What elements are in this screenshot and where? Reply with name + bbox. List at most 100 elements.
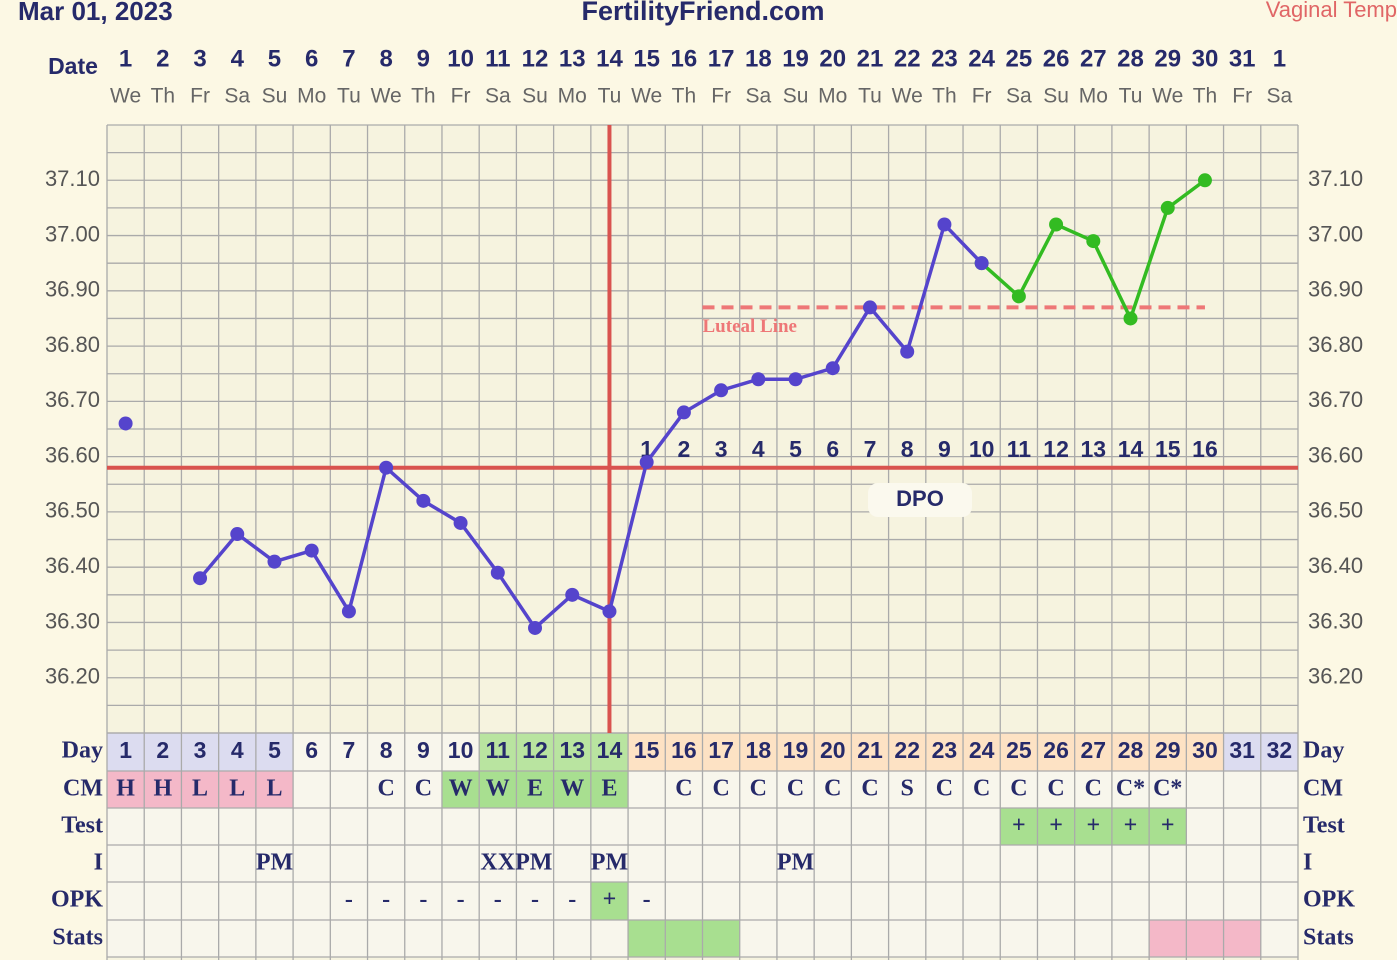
day-number: 11 (486, 737, 511, 763)
table-cell (293, 920, 331, 958)
temp-point (416, 493, 431, 508)
cell-text: C (712, 775, 729, 801)
cell-text: C (1047, 775, 1064, 801)
day-number: 20 (820, 737, 846, 763)
table-cell (404, 845, 442, 883)
temp-point (528, 620, 543, 635)
day-number: 14 (597, 737, 623, 763)
table-cell (479, 882, 517, 920)
table-cell (516, 845, 554, 883)
day-number: 4 (231, 737, 244, 763)
weekday: Fr (711, 85, 731, 108)
day-number: 8 (380, 737, 393, 763)
table-cell (1037, 771, 1075, 809)
table-cell (1149, 882, 1187, 920)
day-number: 10 (448, 737, 474, 763)
table-cell (963, 920, 1001, 958)
table-cell (1111, 771, 1150, 809)
y-tick-label-right: 36.40 (1308, 553, 1363, 578)
cell-text: H (116, 775, 135, 801)
dpo-number: 7 (864, 436, 877, 462)
day-number: 5 (268, 737, 281, 763)
table-cell (702, 733, 740, 771)
dpo-number: 12 (1043, 436, 1069, 462)
y-tick-label-right: 36.50 (1308, 498, 1363, 523)
cell-text: C* (1153, 775, 1182, 801)
temp-point (341, 604, 356, 619)
table-cell (1111, 882, 1150, 920)
table-cell (665, 882, 703, 920)
y-tick-label: 36.70 (45, 387, 100, 412)
table-cell (553, 771, 591, 809)
table-cell (776, 845, 815, 883)
cell-text: - (494, 886, 502, 912)
weekday: Su (262, 85, 288, 108)
y-tick-label: 37.10 (45, 166, 100, 191)
table-cell (851, 771, 889, 809)
cell-text: W (486, 775, 510, 801)
day-number: 9 (417, 737, 430, 763)
weekday: Th (932, 85, 957, 108)
date-number: 23 (931, 45, 958, 72)
day-number: 1 (119, 737, 132, 763)
table-cell (1260, 845, 1298, 883)
table-cell (814, 771, 852, 809)
table-cell (367, 920, 405, 958)
weekday: Su (783, 85, 809, 108)
table-cell (776, 808, 815, 846)
table-cell (1000, 771, 1038, 809)
temp-type: Vaginal Temp (1266, 0, 1397, 22)
table-cell (441, 920, 480, 958)
row-label: Day (62, 737, 103, 763)
dpo-number: 10 (969, 436, 995, 462)
table-cell (255, 882, 294, 920)
date-number: 19 (782, 45, 809, 72)
date-number: 26 (1043, 45, 1070, 72)
temp-point (453, 515, 468, 530)
table-cell (888, 845, 926, 883)
table-cell (1149, 845, 1187, 883)
date-number: 14 (596, 45, 623, 72)
table-cell (888, 920, 926, 958)
table-cell (1223, 808, 1261, 846)
row-label-right: I (1303, 849, 1312, 875)
weekday: We (1152, 85, 1183, 108)
dpo-number: 11 (1007, 436, 1032, 462)
row-label: Test (61, 812, 103, 838)
table-cell (1223, 920, 1261, 958)
table-cell (293, 771, 331, 809)
date-number: 31 (1229, 45, 1256, 72)
date-number: 11 (485, 45, 510, 72)
row-label: I (94, 849, 103, 875)
table-cell (590, 771, 629, 809)
table-cell (181, 845, 219, 883)
weekday: Th (1193, 85, 1218, 108)
temp-point (900, 344, 915, 359)
row-label: OPK (51, 886, 103, 912)
table-cell (1074, 771, 1112, 809)
table-cell (218, 733, 256, 771)
day-number: 28 (1118, 737, 1144, 763)
table-cell (479, 920, 517, 958)
table-cell (1000, 808, 1038, 846)
dpo-number: 8 (901, 436, 914, 462)
day-number: 16 (671, 737, 697, 763)
y-tick-label-right: 36.80 (1308, 332, 1363, 357)
table-cell (330, 920, 368, 958)
weekday: Tu (337, 85, 361, 108)
date-number: 20 (819, 45, 846, 72)
table-cell (181, 733, 219, 771)
day-number: 24 (969, 737, 995, 763)
weekday: Sa (1006, 85, 1032, 108)
dpo-number: 4 (752, 436, 765, 462)
cell-text: XXPM (480, 849, 552, 875)
cell-text: C (1010, 775, 1027, 801)
date-number: 21 (857, 45, 884, 72)
chart-title: FertilityFriend.com (581, 0, 824, 26)
date-number: 18 (745, 45, 772, 72)
table-cell (628, 808, 666, 846)
table-cell (665, 808, 703, 846)
row-label-right: OPK (1303, 886, 1355, 912)
cell-text: - (531, 886, 539, 912)
cell-text: + (1012, 812, 1026, 838)
